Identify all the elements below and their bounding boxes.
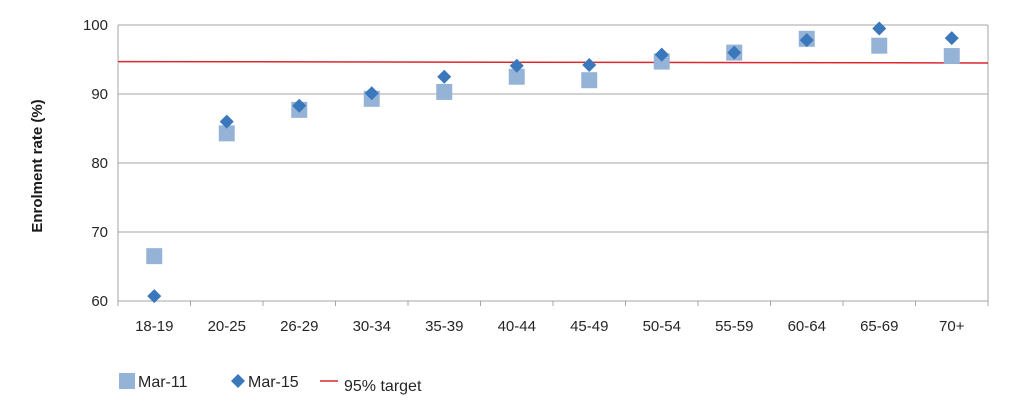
y-tick-label: 70	[91, 224, 108, 241]
legend-label-mar-11: Mar-11	[138, 374, 188, 391]
point-mar-11-35-39	[436, 83, 453, 100]
x-tick-label: 26-29	[280, 318, 318, 335]
point-mar-15-40-44	[509, 58, 524, 73]
x-tick-label: 55-59	[715, 318, 753, 335]
point-mar-15-18-19	[147, 289, 162, 304]
x-tick-label: 50-54	[643, 318, 681, 335]
x-tick-label: 60-64	[788, 318, 826, 335]
y-tick-label: 60	[91, 293, 108, 310]
target-line	[117, 60, 989, 64]
point-mar-15-60-64	[799, 33, 814, 48]
legend: Mar-11 Mar-15 95% target	[119, 373, 422, 395]
point-mar-11-40-44	[508, 68, 525, 85]
x-tick-labels: 18-19 20-25 26-29 30-34 35-39 40-44 45-49 50-54…	[135, 318, 965, 335]
point-mar-11-45-49	[581, 72, 598, 89]
point-mar-15-50-54	[654, 47, 669, 62]
data-points	[146, 21, 960, 304]
point-mar-15-26-29	[292, 98, 307, 113]
x-tick-label: 35-39	[425, 318, 463, 335]
x-tick-label: 70+	[939, 318, 965, 335]
x-tick-label: 18-19	[135, 318, 173, 335]
legend-label-target: 95% target	[344, 378, 422, 395]
x-tick-label: 40-44	[498, 318, 536, 335]
point-mar-11-65-69	[871, 37, 888, 54]
point-mar-15-70+	[944, 31, 959, 46]
y-tick-label: 80	[91, 155, 108, 172]
point-mar-11-20-25	[218, 125, 235, 142]
point-mar-11-18-19	[146, 248, 163, 265]
point-mar-15-30-34	[364, 86, 379, 101]
gridlines	[117, 24, 989, 306]
legend-marker-mar-15	[231, 374, 245, 388]
point-mar-15-55-59	[727, 45, 742, 60]
point-mar-15-45-49	[582, 58, 597, 73]
y-tick-label: 90	[91, 86, 108, 103]
x-tick-label: 20-25	[208, 318, 246, 335]
legend-label-mar-15: Mar-15	[248, 374, 299, 391]
x-tick-label: 65-69	[860, 318, 898, 335]
legend-marker-mar-11	[119, 373, 135, 389]
point-mar-15-35-39	[437, 69, 452, 84]
target-line-group	[117, 60, 989, 64]
x-tick-label: 45-49	[570, 318, 608, 335]
x-tick-label: 30-34	[353, 318, 391, 335]
y-tick-label: 100	[83, 17, 108, 34]
point-mar-15-65-69	[872, 21, 887, 36]
point-mar-15-20-25	[219, 114, 234, 129]
point-mar-11-70+	[943, 48, 960, 65]
y-tick-labels: 60 70 80 90 100	[83, 17, 108, 310]
y-axis-label: Enrolment rate (%)	[29, 99, 46, 232]
